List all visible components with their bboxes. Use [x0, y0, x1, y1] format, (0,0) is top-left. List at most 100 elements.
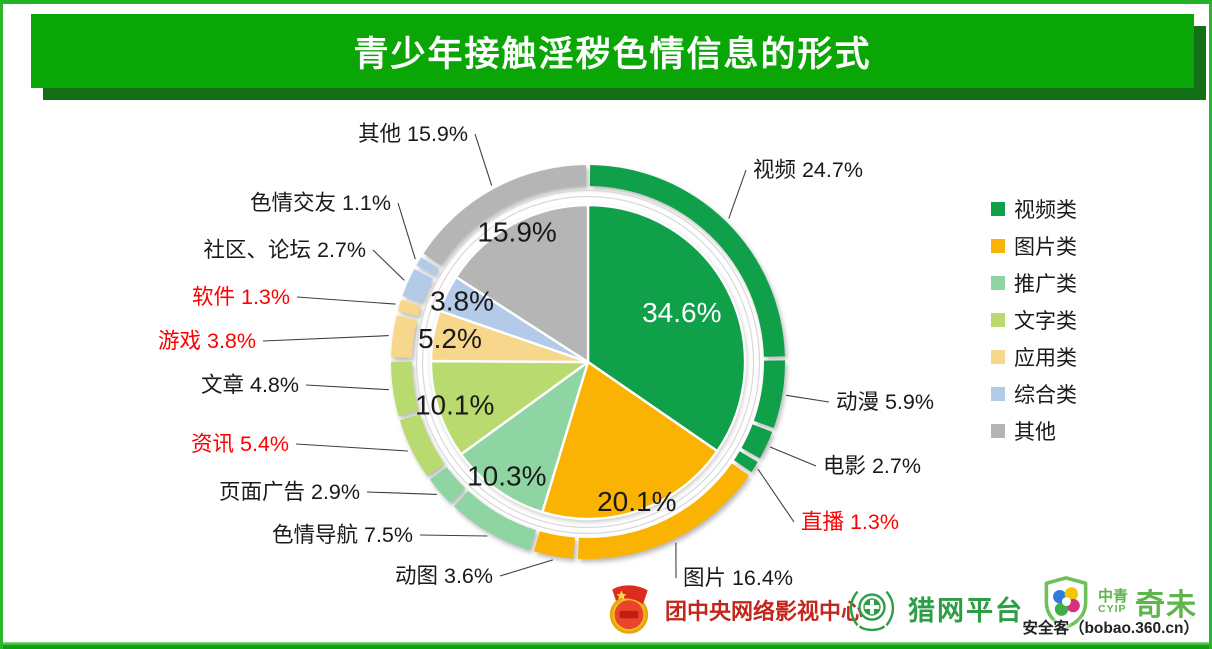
pie-slice: [586, 203, 747, 453]
legend-swatch: [991, 386, 1005, 401]
legend-swatch: [991, 312, 1005, 327]
legend-label: 综合类: [1014, 383, 1077, 407]
leader-line: [499, 559, 553, 577]
legend-swatch: [991, 275, 1005, 290]
ring-segment: [453, 490, 536, 551]
callout-label: 页面广告 2.9%: [219, 480, 360, 504]
leader-line: [262, 335, 389, 342]
category-share-label: 5.2%: [418, 323, 482, 354]
category-share-label: 20.1%: [597, 486, 676, 517]
leader-line: [786, 394, 830, 403]
leader-line: [397, 202, 416, 260]
pie-slice: [454, 203, 590, 364]
leader-line: [372, 249, 405, 281]
ring-track: [415, 189, 761, 535]
callout-label: 视频 24.7%: [753, 158, 863, 182]
callout-label: 直播 1.3%: [801, 510, 899, 534]
callout-label: 软件 1.3%: [192, 285, 290, 309]
ring-segment: [533, 531, 575, 559]
legend-label: 其他: [1014, 420, 1056, 444]
ring-segment: [399, 414, 445, 477]
legend-item: 视频类: [991, 190, 1077, 227]
legend-item: 应用类: [991, 338, 1077, 375]
ring-segment: [423, 165, 587, 266]
ring-segment: [416, 257, 439, 276]
legend-label: 视频类: [1014, 198, 1077, 222]
leader-line: [419, 534, 488, 537]
ring-segment: [390, 361, 419, 417]
leader-line: [757, 468, 795, 523]
qiwei-cyip-label: CYIP: [1098, 603, 1127, 616]
callout-label: 其他 15.9%: [358, 122, 468, 146]
leader-line: [305, 384, 389, 391]
legend-swatch: [991, 201, 1005, 216]
chart-legend: 视频类图片类推广类文字类应用类综合类其他: [991, 190, 1077, 449]
inner-pie: [429, 203, 747, 521]
ring-segment: [397, 299, 422, 317]
legend-label: 图片类: [1014, 235, 1077, 259]
category-share-label: 10.3%: [467, 461, 546, 492]
cyl-emblem-icon: [609, 585, 649, 634]
leader-line: [366, 491, 437, 495]
pie-slice: [459, 360, 590, 514]
qiwei-shield-icon: [1044, 576, 1088, 629]
watermark: 安全客（bobao.360.cn）: [1022, 620, 1199, 637]
leader-line: [296, 296, 396, 305]
ring-segment: [429, 467, 466, 504]
ring-segment: [391, 315, 418, 358]
ring-segment: [402, 269, 433, 303]
outer-ring: [390, 165, 786, 559]
legend-swatch: [991, 349, 1005, 364]
legend-item: 文字类: [991, 301, 1077, 338]
legend-label: 推广类: [1014, 272, 1077, 296]
ring-segment: [734, 451, 758, 472]
cyl-org-name: 团中央网络影视中心: [665, 599, 864, 624]
cyl-logo-group: 团中央网络影视中心: [601, 582, 863, 638]
callout-label: 色情交友 1.1%: [250, 191, 391, 215]
callout-label: 动漫 5.9%: [836, 390, 934, 414]
leader-line: [474, 133, 493, 186]
legend-swatch: [991, 238, 1005, 253]
legend-item: 推广类: [991, 264, 1077, 301]
liewang-org-name: 猎网平台: [908, 595, 1024, 626]
category-share-label: 3.8%: [430, 285, 494, 316]
callout-label: 图片 16.4%: [683, 566, 793, 590]
legend-swatch: [991, 423, 1005, 438]
qiwei-logo-group: 中青 CYIP 奇未: [1041, 574, 1197, 630]
qiwei-small-text: 中青 CYIP: [1098, 587, 1129, 616]
leader-line: [728, 169, 747, 219]
callout-label: 文章 4.8%: [201, 373, 299, 397]
pie-slice: [429, 359, 590, 456]
callout-label: 动图 3.6%: [395, 564, 493, 588]
page-title: 青少年接触淫秽色情信息的形式: [353, 34, 872, 74]
leader-line: [769, 446, 817, 467]
ring-track: [421, 195, 755, 529]
callout-label: 色情导航 7.5%: [272, 523, 413, 547]
nested-pie-chart: 34.6% 20.1% 10.3% 10.1% 5.2% 3.8% 15.9% 视频 24.7…: [158, 122, 934, 590]
footer-bar: [3, 642, 1209, 649]
callout-label: 社区、论坛 2.7%: [204, 238, 366, 262]
legend-label: 应用类: [1014, 346, 1077, 370]
category-share-label: 10.1%: [415, 389, 494, 420]
callout-label: 电影 2.7%: [823, 454, 921, 478]
pie-slice: [541, 360, 719, 521]
ring-segment: [753, 360, 786, 428]
ring-segment: [577, 463, 749, 559]
category-share-label: 15.9%: [477, 217, 556, 248]
legend-label: 文字类: [1014, 309, 1077, 333]
legend-item: 图片类: [991, 227, 1077, 264]
ring-segment: [589, 165, 785, 357]
callout-label: 资讯 5.4%: [191, 432, 289, 456]
category-share-label: 34.6%: [642, 297, 721, 328]
qiwei-org-name: 奇未: [1135, 589, 1198, 622]
title-banner: 青少年接触淫秽色情信息的形式: [31, 14, 1194, 88]
liewang-emblem-icon: [849, 590, 895, 632]
callout-label: 游戏 3.8%: [158, 329, 256, 353]
legend-item: 综合类: [991, 375, 1077, 412]
legend-item: 其他: [991, 412, 1077, 449]
liewang-logo-group: 猎网平台: [846, 582, 1024, 634]
leader-line: [295, 443, 408, 452]
qiwei-zhongqing-label: 中青: [1098, 587, 1129, 605]
ring-segment: [741, 424, 773, 459]
